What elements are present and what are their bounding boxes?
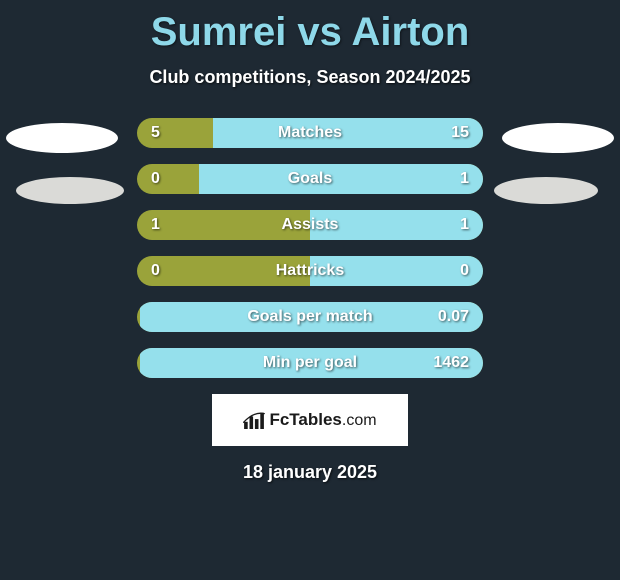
bar-chart-icon xyxy=(243,411,265,429)
source-domain: .com xyxy=(342,412,377,429)
stat-row: Min per goal1462 xyxy=(137,348,483,378)
stat-value-right: 1462 xyxy=(433,348,469,378)
stat-label: Goals per match xyxy=(137,302,483,332)
stat-label: Min per goal xyxy=(137,348,483,378)
stat-row: 1Assists1 xyxy=(137,210,483,240)
stat-label: Matches xyxy=(137,118,483,148)
page-title: Sumrei vs Airton xyxy=(0,0,620,55)
source-badge: FcTables.com xyxy=(212,394,408,446)
stat-row: Goals per match0.07 xyxy=(137,302,483,332)
source-name: FcTables xyxy=(269,410,341,429)
stat-row: 0Hattricks0 xyxy=(137,256,483,286)
source-badge-text: FcTables.com xyxy=(269,410,376,430)
stat-label: Assists xyxy=(137,210,483,240)
stat-value-right: 0 xyxy=(460,256,469,286)
stat-value-right: 0.07 xyxy=(438,302,469,332)
stat-row: 5Matches15 xyxy=(137,118,483,148)
subtitle: Club competitions, Season 2024/2025 xyxy=(0,67,620,88)
stat-value-right: 1 xyxy=(460,210,469,240)
stats-container: 5Matches150Goals11Assists10Hattricks0Goa… xyxy=(0,118,620,378)
stat-value-right: 15 xyxy=(451,118,469,148)
stat-row: 0Goals1 xyxy=(137,164,483,194)
stat-value-right: 1 xyxy=(460,164,469,194)
stat-label: Goals xyxy=(137,164,483,194)
date-text: 18 january 2025 xyxy=(0,462,620,483)
stat-label: Hattricks xyxy=(137,256,483,286)
